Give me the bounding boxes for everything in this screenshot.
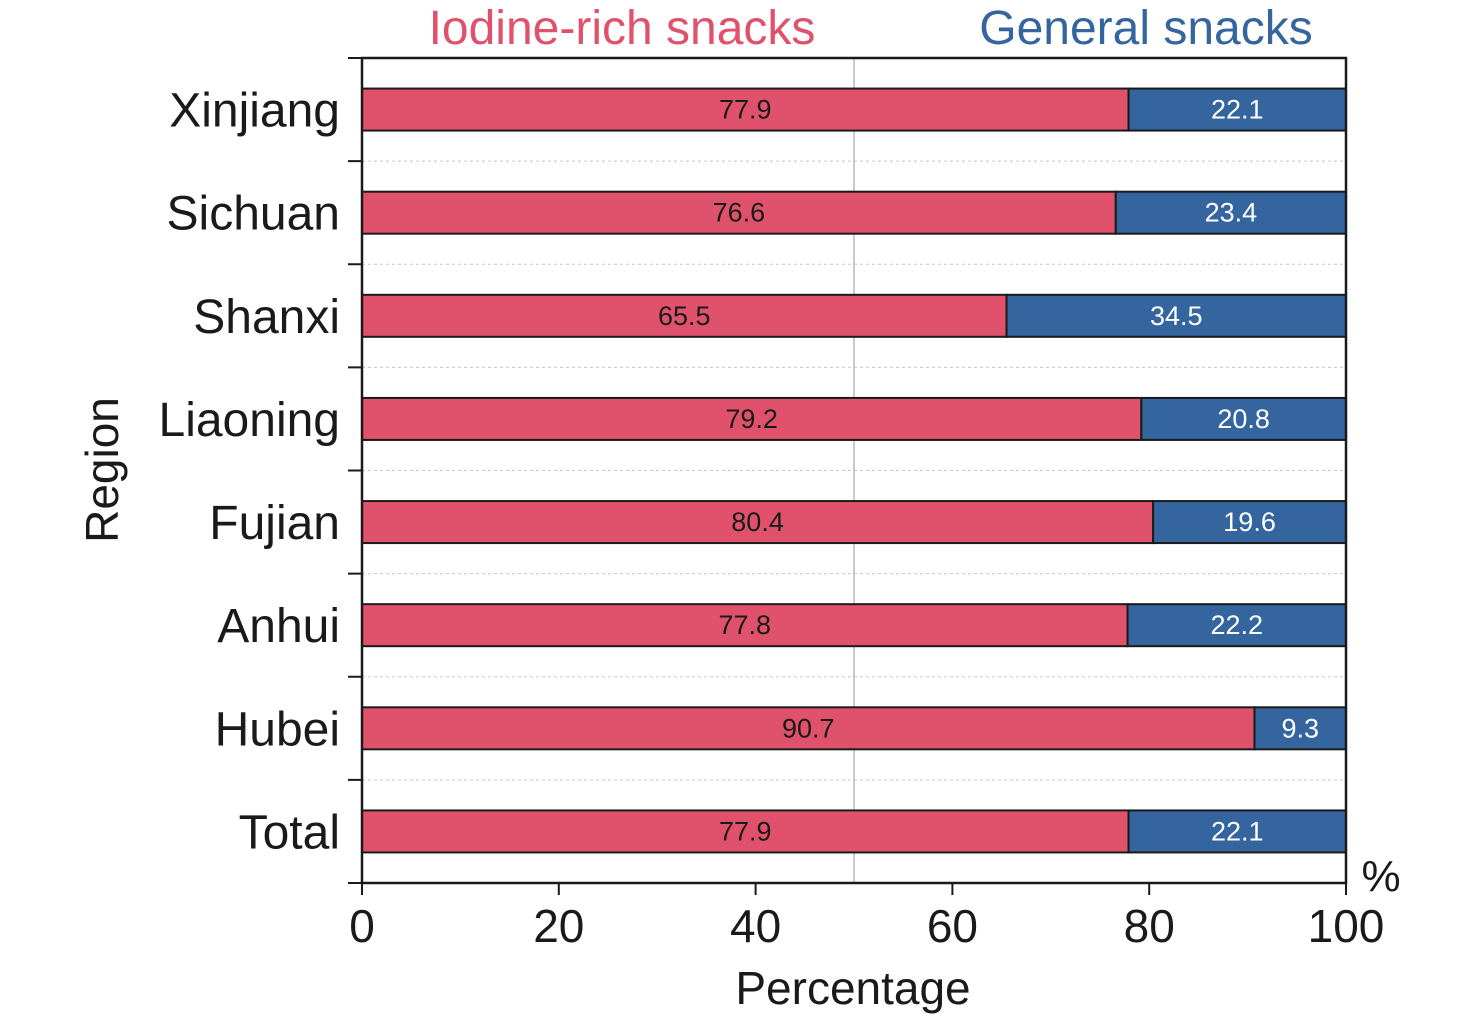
- data-label-hubei-general-snacks: 9.3: [1281, 713, 1319, 743]
- data-label-hubei-iodine-rich-snacks: 90.7: [782, 713, 835, 743]
- legend-iodine-rich-snacks: Iodine-rich snacks: [429, 2, 816, 55]
- y-tick-label-hubei: Hubei: [215, 703, 340, 756]
- data-label-xinjiang-iodine-rich-snacks: 77.9: [719, 95, 772, 125]
- x-tick-label-0: 0: [349, 900, 375, 952]
- data-label-total-iodine-rich-snacks: 77.9: [719, 816, 772, 846]
- legend-general-snacks: General snacks: [979, 2, 1313, 55]
- x-axis-unit-label: %: [1361, 852, 1400, 901]
- data-label-total-general-snacks: 22.1: [1211, 816, 1264, 846]
- data-label-fujian-iodine-rich-snacks: 80.4: [731, 507, 784, 537]
- data-label-shanxi-general-snacks: 34.5: [1150, 301, 1203, 331]
- axes-layer: [348, 56, 1348, 895]
- data-label-anhui-general-snacks: 22.2: [1210, 610, 1263, 640]
- y-tick-label-fujian: Fujian: [209, 497, 340, 550]
- data-label-sichuan-general-snacks: 23.4: [1205, 198, 1258, 228]
- data-label-shanxi-iodine-rich-snacks: 65.5: [658, 301, 711, 331]
- x-tick-label-40: 40: [730, 900, 781, 952]
- x-axis-title: Percentage: [735, 962, 970, 1014]
- bar-xinjiang-iodine-rich-snacks: [361, 87, 1130, 132]
- bar-sichuan-general-snacks: [1114, 190, 1348, 235]
- bar-total-iodine-rich-snacks: [361, 809, 1130, 854]
- data-label-anhui-iodine-rich-snacks: 77.8: [718, 610, 771, 640]
- y-tick-label-sichuan: Sichuan: [167, 188, 340, 241]
- bars-layer: [361, 87, 1348, 854]
- labels-layer: 77.9 22.1 Xinjiang 76.6 23.4 Sichuan 65.5 34.5 S…: [159, 85, 1385, 952]
- x-tick-label-20: 20: [533, 900, 584, 952]
- data-label-liaoning-iodine-rich-snacks: 79.2: [725, 404, 778, 434]
- bar-total-general-snacks: [1127, 809, 1348, 854]
- plot-frame: [360, 56, 1348, 885]
- data-label-liaoning-general-snacks: 20.8: [1217, 404, 1270, 434]
- y-tick-label-liaoning: Liaoning: [159, 394, 341, 447]
- bar-fujian-general-snacks: [1152, 500, 1347, 545]
- bar-hubei-iodine-rich-snacks: [361, 706, 1256, 751]
- y-tick-label-anhui: Anhui: [217, 600, 340, 653]
- x-tick-label-60: 60: [927, 900, 978, 952]
- y-tick-label-total: Total: [239, 806, 340, 859]
- y-tick-label-shanxi: Shanxi: [193, 291, 340, 344]
- bar-shanxi-general-snacks: [1005, 293, 1348, 338]
- bar-liaoning-general-snacks: [1140, 396, 1347, 441]
- data-label-fujian-general-snacks: 19.6: [1223, 507, 1276, 537]
- y-tick-label-xinjiang: Xinjiang: [169, 85, 340, 138]
- x-tick-label-100: 100: [1308, 900, 1385, 952]
- y-axis-title: Region: [76, 397, 128, 543]
- data-label-xinjiang-general-snacks: 22.1: [1211, 95, 1264, 125]
- grid-layer: [362, 58, 1346, 883]
- x-tick-label-80: 80: [1124, 900, 1175, 952]
- data-label-sichuan-iodine-rich-snacks: 76.6: [713, 198, 766, 228]
- bar-anhui-general-snacks: [1126, 603, 1347, 648]
- bar-fujian-iodine-rich-snacks: [361, 500, 1155, 545]
